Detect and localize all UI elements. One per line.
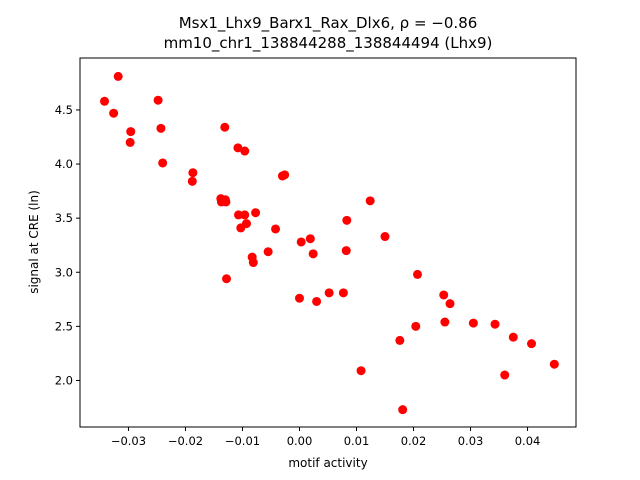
x-tick-label: 0.03: [458, 434, 484, 448]
scatter-point: [508, 332, 518, 342]
scatter-point: [109, 108, 119, 118]
y-tick-label: 2.5: [55, 319, 73, 333]
y-axis-label: signal at CRE (ln): [27, 190, 41, 294]
scatter-point: [241, 219, 251, 229]
y-tick-label: 2.0: [55, 373, 73, 387]
scatter-point: [113, 71, 123, 81]
scatter-point: [126, 127, 136, 137]
chart-title-line1: Msx1_Lhx9_Barx1_Rax_Dlx6, ρ = −0.86: [179, 14, 478, 33]
x-tick-label: 0.04: [515, 434, 541, 448]
scatter-point: [240, 146, 250, 156]
scatter-point: [156, 123, 166, 133]
scatter-point: [413, 269, 423, 279]
scatter-point: [305, 234, 315, 244]
scatter-point: [187, 176, 197, 186]
scatter-point: [338, 288, 348, 298]
scatter-point: [365, 196, 375, 206]
scatter-point: [324, 288, 334, 298]
scatter-point: [500, 370, 510, 380]
scatter-point: [221, 197, 231, 207]
scatter-point: [527, 339, 537, 349]
plot-area: [100, 71, 559, 415]
scatter-point: [380, 232, 390, 242]
x-axis-label: motif activity: [288, 456, 367, 470]
y-tick-label: 4.0: [55, 157, 73, 171]
scatter-point: [280, 170, 290, 180]
scatter-point: [308, 249, 318, 259]
scatter-point: [153, 95, 163, 105]
scatter-point: [468, 318, 478, 328]
scatter-point: [233, 210, 243, 220]
scatter-point: [398, 405, 408, 415]
scatter-point: [445, 299, 455, 309]
scatter-point: [240, 210, 250, 220]
scatter-point: [158, 158, 168, 168]
scatter-point: [490, 319, 500, 329]
scatter-point: [356, 366, 366, 376]
scatter-point: [100, 96, 110, 106]
scatter-point: [395, 335, 405, 345]
scatter-point: [188, 168, 198, 178]
scatter-point: [294, 293, 304, 303]
x-tick-label: 0.02: [401, 434, 427, 448]
y-axis: 2.0 2.5 3.0 3.5 4.0 4.5: [55, 103, 80, 387]
x-axis: −0.03 −0.02 −0.01 0.00 0.01 0.02 0.03 0.04: [111, 427, 541, 448]
scatter-point: [220, 122, 230, 132]
scatter-point: [263, 247, 273, 257]
scatter-point: [233, 143, 243, 153]
scatter-point: [440, 317, 450, 327]
x-tick-label: −0.03: [111, 434, 146, 448]
x-tick-label: 0.01: [344, 434, 370, 448]
scatter-point: [312, 296, 322, 306]
y-tick-label: 4.5: [55, 103, 73, 117]
x-tick-label: −0.02: [168, 434, 203, 448]
scatter-point: [439, 290, 449, 300]
scatter-point: [248, 258, 258, 268]
axes-frame: [79, 57, 577, 428]
y-tick-label: 3.5: [55, 211, 73, 225]
x-tick-label: −0.01: [225, 434, 260, 448]
chart-title-line2: mm10_chr1_138844288_138844494 (Lhx9): [164, 34, 493, 53]
scatter-point: [125, 137, 135, 147]
scatter-point: [251, 208, 261, 218]
scatter-point: [411, 321, 421, 331]
scatter-point: [342, 215, 352, 225]
scatter-point: [549, 359, 559, 369]
x-tick-label: 0.00: [287, 434, 313, 448]
scatter-point: [271, 224, 281, 234]
scatter-point: [222, 274, 232, 284]
scatter-point: [341, 246, 351, 256]
scatter-point: [296, 237, 306, 247]
y-tick-label: 3.0: [55, 265, 73, 279]
